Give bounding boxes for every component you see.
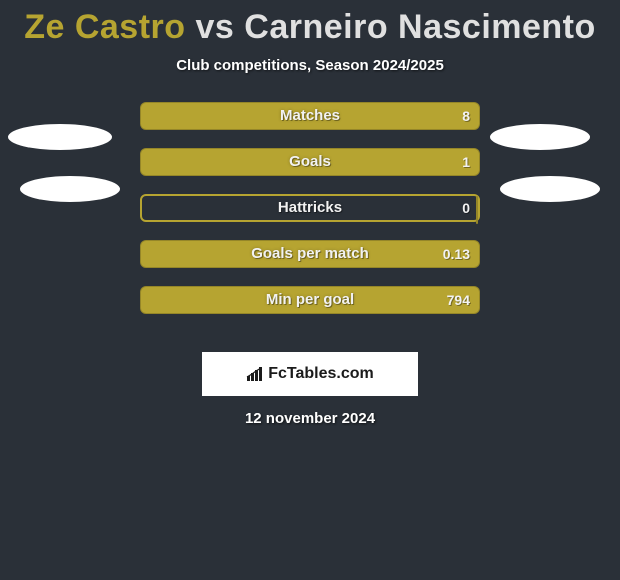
vs-text: vs bbox=[196, 8, 235, 46]
stat-value-player-b: 0 bbox=[462, 194, 470, 222]
subtitle: Club competitions, Season 2024/2025 bbox=[0, 57, 620, 74]
bar-fill-player-b bbox=[476, 196, 478, 224]
brand-text: FcTables.com bbox=[246, 365, 374, 383]
brand-badge: FcTables.com bbox=[202, 352, 418, 396]
bar-fill-player-b bbox=[140, 102, 480, 130]
bar-fill-player-b bbox=[140, 240, 480, 268]
player-a-name: Ze Castro bbox=[24, 8, 185, 46]
bar-fill-player-b bbox=[140, 148, 480, 176]
bar-track bbox=[140, 194, 480, 222]
avatar-placeholder-b2 bbox=[500, 176, 600, 202]
avatar-placeholder-a1 bbox=[8, 124, 112, 150]
bar-fill-player-b bbox=[140, 286, 480, 314]
stat-row: Goals per match0.13 bbox=[0, 240, 620, 268]
stat-value-player-b: 794 bbox=[447, 286, 470, 314]
bar-track bbox=[140, 240, 480, 268]
bar-chart-icon bbox=[246, 366, 266, 382]
bar-track bbox=[140, 286, 480, 314]
bar-track bbox=[140, 148, 480, 176]
stat-row: Goals1 bbox=[0, 148, 620, 176]
avatar-placeholder-b1 bbox=[490, 124, 590, 150]
player-b-name: Carneiro Nascimento bbox=[244, 8, 596, 46]
stat-value-player-b: 8 bbox=[462, 102, 470, 130]
brand-label: FcTables.com bbox=[268, 365, 374, 383]
stat-value-player-b: 1 bbox=[462, 148, 470, 176]
bar-track bbox=[140, 102, 480, 130]
avatar-placeholder-a2 bbox=[20, 176, 120, 202]
date-text: 12 november 2024 bbox=[0, 410, 620, 427]
comparison-title: Ze Castro vs Carneiro Nascimento bbox=[0, 0, 620, 47]
stat-row: Min per goal794 bbox=[0, 286, 620, 314]
stat-value-player-b: 0.13 bbox=[443, 240, 470, 268]
